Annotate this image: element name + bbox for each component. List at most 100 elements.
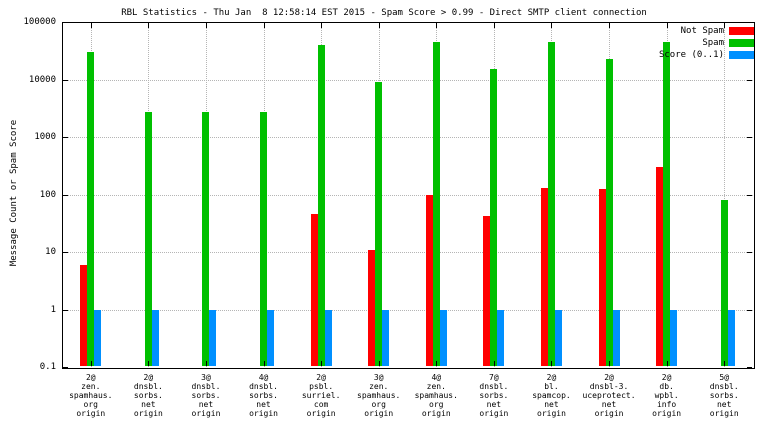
y-tick-mark xyxy=(747,252,752,253)
x-tick-mark xyxy=(551,361,553,366)
x-tick-mark xyxy=(666,361,668,366)
bar-score-0-1 xyxy=(324,309,332,366)
x-tick-mark xyxy=(724,361,726,366)
x-tick-mark xyxy=(263,361,265,366)
bar-not-spam xyxy=(368,249,376,366)
bar-spam xyxy=(490,69,498,366)
bar-spam xyxy=(663,41,671,366)
x-tick-mark xyxy=(666,23,668,28)
y-tick-mark xyxy=(63,252,68,253)
legend-item: Spam xyxy=(702,38,754,48)
bar-spam xyxy=(547,41,555,366)
bar-score-0-1 xyxy=(612,309,620,366)
chart-title: RBL Statistics - Thu Jan 8 12:58:14 EST … xyxy=(121,8,647,18)
x-tick-mark xyxy=(436,23,438,28)
bar-not-spam xyxy=(425,194,433,366)
bar-spam xyxy=(260,112,268,366)
legend-swatch xyxy=(729,39,754,47)
x-tick-mark xyxy=(321,23,323,28)
bar-not-spam xyxy=(310,214,318,366)
y-tick-mark xyxy=(63,137,68,138)
y-gridline xyxy=(62,137,753,138)
x-tick-mark xyxy=(321,361,323,366)
bar-score-0-1 xyxy=(670,309,678,366)
y-tick-mark xyxy=(63,79,68,81)
x-tick-mark xyxy=(609,23,611,28)
x-tick-mark xyxy=(551,23,553,28)
y-gridline xyxy=(62,309,753,311)
y-tick-label: 100 xyxy=(39,189,56,200)
bar-not-spam xyxy=(483,216,491,366)
bar-not-spam xyxy=(80,264,88,366)
legend-swatch xyxy=(729,27,754,35)
x-category-label: 2@ dnsbl-3. uceprotect. net origin xyxy=(582,373,636,418)
x-category-label: 4@ dnsbl. sorbs. net origin xyxy=(249,373,278,418)
bar-score-0-1 xyxy=(94,309,102,366)
x-tick-mark xyxy=(90,23,92,28)
legend: Not Spam Spam Score (0..1) xyxy=(659,26,754,60)
bar-score-0-1 xyxy=(382,309,390,366)
y-tick-mark xyxy=(747,194,752,196)
y-tick-label: 0.1 xyxy=(39,362,56,372)
bar-spam xyxy=(375,82,383,366)
bar-spam xyxy=(202,112,210,366)
y-tick-mark xyxy=(63,194,68,196)
legend-item: Not Spam xyxy=(681,26,754,36)
y-gridline xyxy=(62,252,753,253)
x-tick-mark xyxy=(90,361,92,366)
bar-score-0-1 xyxy=(267,309,275,366)
legend-label: Spam xyxy=(702,38,724,48)
bar-not-spam xyxy=(598,188,606,366)
y-tick-mark xyxy=(747,367,752,368)
y-tick-label: 10 xyxy=(45,247,56,257)
x-tick-mark xyxy=(263,23,265,28)
x-tick-mark xyxy=(378,361,380,366)
bar-spam xyxy=(317,44,325,366)
x-category-label: 3@ zen. spamhaus. org origin xyxy=(357,373,401,418)
bar-score-0-1 xyxy=(439,309,447,366)
y-tick-label: 1000 xyxy=(34,132,56,142)
x-tick-mark xyxy=(493,23,495,28)
bar-score-0-1 xyxy=(497,309,505,366)
x-tick-mark xyxy=(724,23,726,28)
legend-label: Score (0..1) xyxy=(658,50,724,60)
y-tick-mark xyxy=(747,79,752,81)
x-category-label: 4@ zen. spamhaus. org origin xyxy=(414,373,458,418)
x-tick-mark xyxy=(436,361,438,366)
bar-spam xyxy=(87,52,95,366)
x-category-label: 3@ dnsbl. sorbs. net origin xyxy=(191,373,221,418)
x-tick-mark xyxy=(205,23,207,28)
bar-score-0-1 xyxy=(209,309,217,366)
x-tick-mark xyxy=(609,361,611,366)
y-tick-label: 100000 xyxy=(23,17,56,27)
x-category-label: 2@ bl. spamcop. net origin xyxy=(532,373,571,418)
y-gridline xyxy=(62,194,753,196)
bar-not-spam xyxy=(656,167,664,366)
x-tick-mark xyxy=(378,23,380,28)
x-tick-mark xyxy=(148,361,150,366)
bar-spam xyxy=(605,58,613,366)
y-tick-mark xyxy=(63,367,68,368)
x-category-label: 5@ dnsbl. sorbs. net origin xyxy=(709,373,739,418)
x-category-label: 7@ dnsbl. sorbs. net origin xyxy=(479,373,509,418)
y-tick-label: 10000 xyxy=(28,74,56,85)
bar-spam xyxy=(144,112,152,366)
bar-spam xyxy=(432,41,440,366)
plot-border xyxy=(62,22,755,369)
bar-score-0-1 xyxy=(554,309,562,366)
x-tick-mark xyxy=(205,361,207,366)
y-tick-mark xyxy=(63,309,68,311)
bar-score-0-1 xyxy=(151,309,159,366)
y-tick-mark xyxy=(747,309,752,311)
legend-swatch xyxy=(729,51,754,59)
x-category-label: 2@ psbl. surriel. com origin xyxy=(301,373,341,418)
y-gridline xyxy=(62,79,753,81)
y-tick-label: 1 xyxy=(50,304,56,315)
bar-score-0-1 xyxy=(727,309,735,366)
y-tick-mark xyxy=(747,137,752,138)
x-tick-mark xyxy=(493,361,495,366)
x-tick-mark xyxy=(148,23,150,28)
x-category-label: 2@ db. wpbl. info origin xyxy=(652,373,682,418)
legend-label: Not Spam xyxy=(680,26,724,36)
x-category-label: 2@ dnsbl. sorbs. net origin xyxy=(133,373,163,418)
